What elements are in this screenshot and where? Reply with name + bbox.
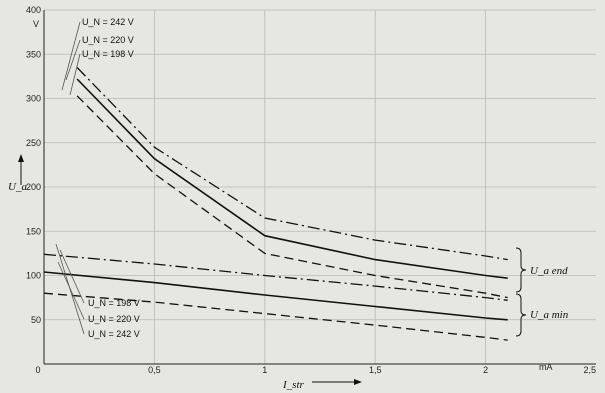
x-tick-label: 1,5 — [369, 365, 382, 375]
y-tick-label: 200 — [26, 182, 41, 192]
y-tick-label: 400 — [26, 5, 41, 15]
y-tick-label: 100 — [26, 271, 41, 281]
y-tick-label: 50 — [31, 315, 41, 325]
leader-line — [55, 243, 85, 335]
series-line-1 — [76, 67, 508, 261]
y-tick-label: 300 — [26, 94, 41, 104]
y-tick-label: 350 — [26, 49, 41, 59]
x-tick-label: 2,5 — [583, 365, 596, 375]
leader-line — [59, 249, 85, 304]
brace — [515, 247, 527, 293]
y-axis-arrow — [18, 154, 24, 185]
legend: U_N = 242 V U_N = 220 V U_N = 198 V U_N = 1… — [82, 17, 140, 339]
x-unit-label: mA — [539, 362, 553, 372]
brace — [515, 293, 527, 337]
x-tick-label: 0,5 — [148, 365, 161, 375]
brace-label-end: U_a end — [530, 265, 568, 277]
legend-bottom-label: U_N = 220 V — [88, 314, 140, 324]
series-line-5 — [43, 271, 508, 321]
legend-bottom-label: U_N = 242 V — [88, 329, 140, 339]
y-unit-label: V — [33, 19, 39, 29]
leader-line — [69, 53, 81, 96]
series-line-2 — [76, 78, 508, 279]
x-axis-arrow — [312, 379, 362, 385]
legend-leader-lines — [55, 21, 85, 335]
x-tick-label: 2 — [483, 365, 488, 375]
y-tick-label: 250 — [26, 138, 41, 148]
x-tick-label: 0 — [35, 365, 40, 375]
series-lines — [43, 67, 508, 341]
leader-line — [65, 39, 81, 81]
grid — [44, 9, 596, 364]
series-line-6 — [43, 292, 508, 341]
legend-bottom-label: U_N = 198 V — [88, 298, 140, 308]
legend-top-label: U_N = 220 V — [82, 35, 134, 45]
x-axis-label: I_str — [282, 379, 305, 391]
x-tick-label: 1 — [262, 365, 267, 375]
series-line-3 — [76, 95, 508, 299]
leader-line — [57, 261, 85, 320]
series-line-4 — [43, 253, 508, 301]
legend-top-label: U_N = 242 V — [82, 17, 134, 27]
braces: U_a end U_a min — [515, 247, 569, 337]
y-axis-label: U_a — [8, 181, 27, 193]
leader-line — [61, 21, 81, 91]
y-tick-label: 150 — [26, 226, 41, 236]
legend-top-label: U_N = 198 V — [82, 49, 134, 59]
brace-label-min: U_a min — [530, 309, 569, 321]
axes: 50 100 150 200 250 300 350 400 0 0,5 1 1,5 2 2,5 — [26, 5, 596, 375]
